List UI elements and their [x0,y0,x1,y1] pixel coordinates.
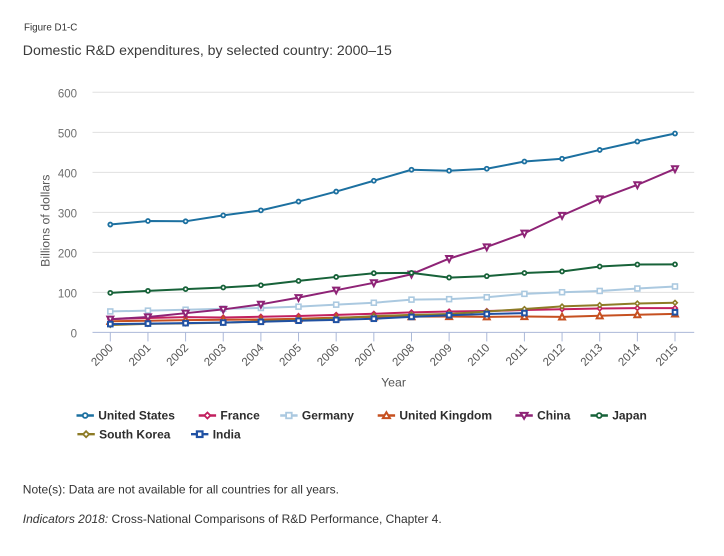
svg-text:Domestic R&D expenditures, by: Domestic R&D expenditures, by selected c… [23,42,392,58]
svg-text:Japan: Japan [612,409,647,423]
svg-text:Billions of dollars: Billions of dollars [39,175,53,267]
svg-text:France: France [220,409,260,423]
svg-text:Germany: Germany [302,409,354,423]
svg-text:600: 600 [58,88,77,100]
svg-text:Year: Year [381,375,406,389]
svg-text:United States: United States [98,409,175,423]
svg-text:400: 400 [58,168,77,180]
svg-text:500: 500 [58,128,77,140]
svg-text:300: 300 [58,208,77,220]
svg-text:India: India [213,427,241,441]
svg-text:100: 100 [58,288,77,300]
svg-text:200: 200 [58,248,77,260]
svg-text:Figure D1-C: Figure D1-C [24,23,77,34]
svg-text:0: 0 [71,328,77,340]
svg-text:Note(s): Data are not availabl: Note(s): Data are not available for all … [23,482,339,496]
svg-text:China: China [537,409,571,423]
svg-text:South Korea: South Korea [99,427,171,441]
svg-text:Indicators 2018: Cross-Nationa: Indicators 2018: Cross-National Comparis… [23,512,442,526]
svg-text:United Kingdom: United Kingdom [399,409,492,423]
